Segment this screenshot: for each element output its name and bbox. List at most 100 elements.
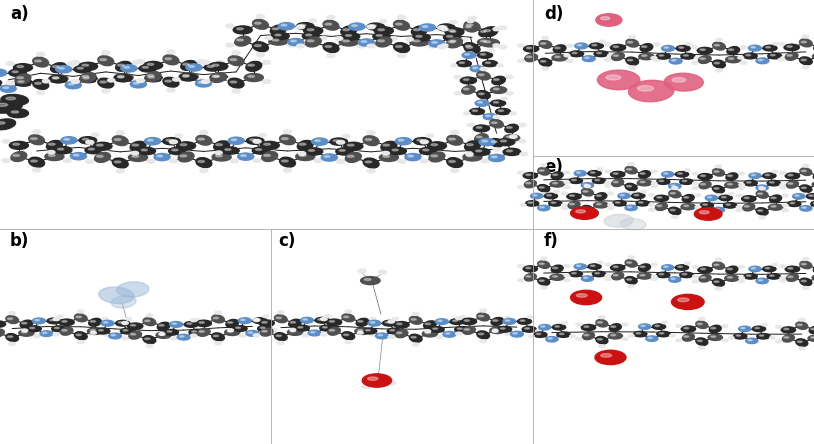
Ellipse shape <box>788 183 793 184</box>
Ellipse shape <box>117 76 124 78</box>
Ellipse shape <box>491 317 504 325</box>
Ellipse shape <box>651 170 657 173</box>
Ellipse shape <box>18 81 24 83</box>
Ellipse shape <box>613 46 619 48</box>
Ellipse shape <box>55 147 72 154</box>
Ellipse shape <box>571 179 576 181</box>
Ellipse shape <box>572 52 577 54</box>
Ellipse shape <box>179 74 197 81</box>
Ellipse shape <box>744 180 757 186</box>
Ellipse shape <box>314 139 322 143</box>
Ellipse shape <box>604 214 633 227</box>
Ellipse shape <box>213 335 219 337</box>
Ellipse shape <box>506 75 513 79</box>
Ellipse shape <box>195 319 200 321</box>
Ellipse shape <box>375 333 388 339</box>
Ellipse shape <box>48 155 55 156</box>
Ellipse shape <box>325 23 331 25</box>
Ellipse shape <box>569 271 583 277</box>
Ellipse shape <box>788 201 801 206</box>
Ellipse shape <box>37 52 45 56</box>
Ellipse shape <box>438 24 455 31</box>
Ellipse shape <box>799 347 805 350</box>
Ellipse shape <box>422 26 428 28</box>
Ellipse shape <box>682 334 694 341</box>
Ellipse shape <box>455 327 469 333</box>
Ellipse shape <box>583 190 588 192</box>
Ellipse shape <box>386 381 396 385</box>
Ellipse shape <box>584 214 590 217</box>
Ellipse shape <box>466 152 473 156</box>
Ellipse shape <box>670 209 676 211</box>
Ellipse shape <box>30 327 35 329</box>
Ellipse shape <box>343 29 349 31</box>
Ellipse shape <box>200 169 208 172</box>
Ellipse shape <box>330 321 335 322</box>
Ellipse shape <box>484 41 491 43</box>
Ellipse shape <box>367 25 375 29</box>
Ellipse shape <box>627 262 632 263</box>
Ellipse shape <box>664 47 668 48</box>
Ellipse shape <box>505 124 519 133</box>
Ellipse shape <box>588 264 602 269</box>
Ellipse shape <box>420 140 428 144</box>
Ellipse shape <box>701 268 706 270</box>
Ellipse shape <box>343 40 349 42</box>
Ellipse shape <box>102 333 108 336</box>
Ellipse shape <box>97 155 103 157</box>
Ellipse shape <box>328 327 340 335</box>
Ellipse shape <box>55 66 72 73</box>
Ellipse shape <box>640 274 645 276</box>
Ellipse shape <box>695 208 701 211</box>
Ellipse shape <box>478 52 492 58</box>
Ellipse shape <box>451 131 459 134</box>
Ellipse shape <box>726 266 738 274</box>
Ellipse shape <box>780 171 786 174</box>
Ellipse shape <box>677 298 689 301</box>
Ellipse shape <box>281 24 287 26</box>
Ellipse shape <box>627 186 632 187</box>
Ellipse shape <box>198 160 204 163</box>
Ellipse shape <box>527 316 533 318</box>
Ellipse shape <box>147 63 154 65</box>
Ellipse shape <box>564 186 570 188</box>
Ellipse shape <box>419 147 437 155</box>
Ellipse shape <box>175 134 182 137</box>
Ellipse shape <box>685 169 690 171</box>
Ellipse shape <box>466 46 473 48</box>
Ellipse shape <box>120 328 134 334</box>
Ellipse shape <box>419 24 435 31</box>
Ellipse shape <box>364 278 371 281</box>
Ellipse shape <box>287 329 303 335</box>
Ellipse shape <box>295 325 309 331</box>
Ellipse shape <box>534 332 547 337</box>
Ellipse shape <box>230 59 237 61</box>
Ellipse shape <box>100 81 107 83</box>
Ellipse shape <box>411 26 427 36</box>
Ellipse shape <box>709 325 721 333</box>
Ellipse shape <box>226 43 234 47</box>
Ellipse shape <box>672 59 676 61</box>
Ellipse shape <box>550 181 564 187</box>
Ellipse shape <box>679 47 684 48</box>
Ellipse shape <box>357 331 363 334</box>
Ellipse shape <box>722 325 728 327</box>
Ellipse shape <box>145 338 150 340</box>
Ellipse shape <box>317 319 322 320</box>
Ellipse shape <box>716 287 721 290</box>
Ellipse shape <box>428 44 436 48</box>
Ellipse shape <box>79 137 97 144</box>
Ellipse shape <box>342 314 355 322</box>
Ellipse shape <box>528 202 532 203</box>
Ellipse shape <box>526 267 531 269</box>
Ellipse shape <box>559 333 564 335</box>
Ellipse shape <box>177 142 195 150</box>
Ellipse shape <box>538 168 549 175</box>
Ellipse shape <box>117 64 125 66</box>
Ellipse shape <box>576 172 580 173</box>
Ellipse shape <box>472 148 490 155</box>
Ellipse shape <box>684 336 689 337</box>
Ellipse shape <box>547 194 551 196</box>
Ellipse shape <box>492 329 498 332</box>
Ellipse shape <box>628 334 634 337</box>
